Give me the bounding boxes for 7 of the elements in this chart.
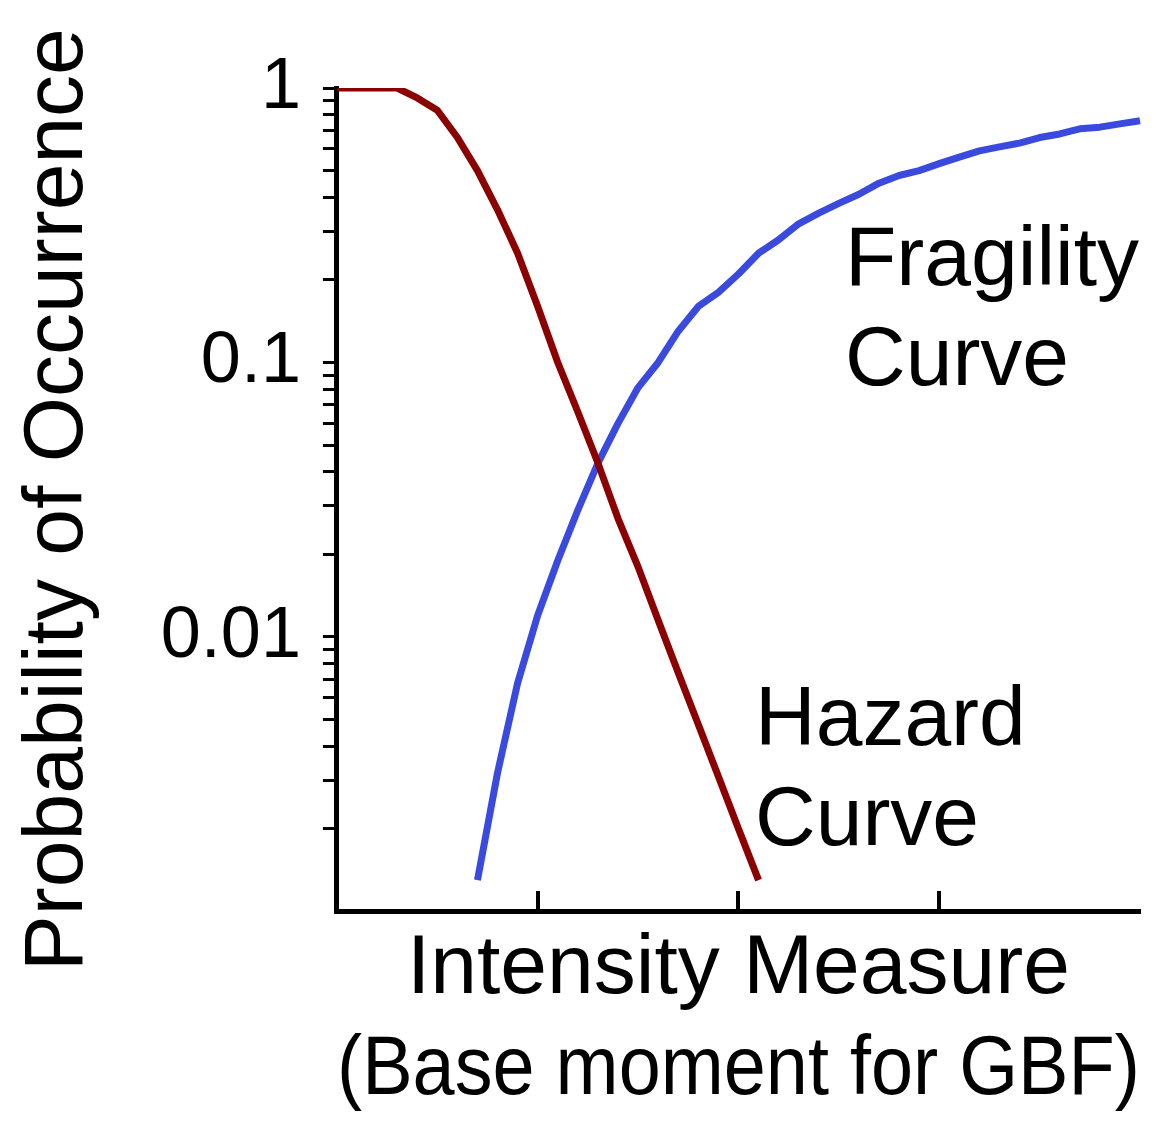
y-tick-label: 0.1 [200,317,301,398]
y-tick-label: 1 [260,42,301,123]
y-axis-title: Probability of Occurrence [5,28,100,972]
y-tick-label: 0.01 [160,591,301,672]
series-label: Fragility Curve [845,209,1140,403]
x-axis-title: Intensity Measure (Base moment for GBF) [336,916,1140,1112]
series-label: Hazard Curve [755,669,1026,863]
